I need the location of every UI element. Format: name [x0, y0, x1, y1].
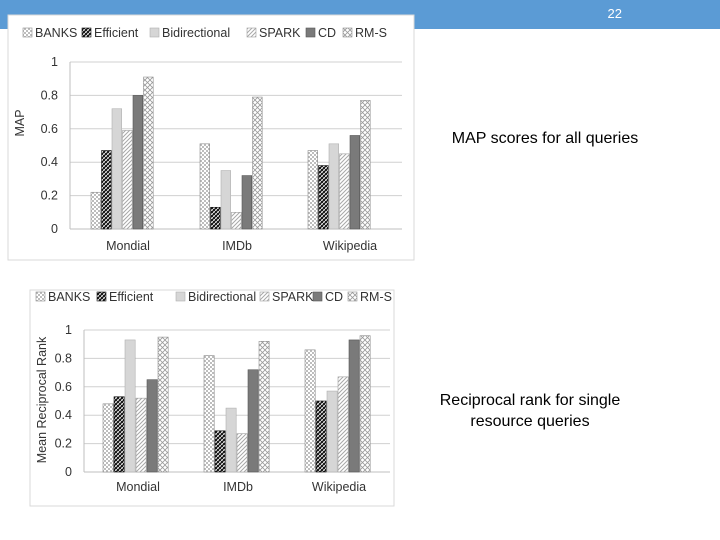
- y-tick-label: 0.4: [55, 408, 72, 422]
- chart-1: 0 0.2 0.4 0.6 0.8 1 MAP BANKS Efficient Bidirecti…: [7, 14, 415, 261]
- legend-entry: Bidirectional: [162, 26, 230, 40]
- bar: [225, 407, 237, 473]
- map-caption-text: MAP scores for all queries: [451, 130, 639, 147]
- legend-entry: Efficient: [94, 26, 139, 40]
- bar: [326, 390, 338, 473]
- bar: [146, 379, 158, 473]
- legend-entry: CD: [318, 26, 336, 40]
- legend-entry: BANKS: [35, 26, 77, 40]
- bar: [236, 433, 248, 473]
- bar: [315, 400, 327, 473]
- legend-swatch: [22, 27, 33, 38]
- category-label: IMDb: [223, 480, 253, 494]
- bar: [307, 150, 318, 230]
- legend-entry: SPARK: [272, 290, 314, 304]
- legend-swatch: [259, 291, 270, 302]
- y-tick-label: 1: [65, 323, 72, 337]
- y-tick-label: 0.8: [55, 351, 72, 365]
- legend-entry: RM-S: [355, 26, 387, 40]
- legend-entry: BANKS: [48, 290, 90, 304]
- bar: [101, 150, 112, 230]
- category-label: Wikipedia: [312, 480, 366, 494]
- y-tick-label: 0: [51, 222, 58, 236]
- category-label: Mondial: [106, 239, 150, 253]
- bar: [102, 403, 114, 473]
- bar: [124, 339, 136, 473]
- y-tick-label: 0.2: [55, 437, 72, 451]
- bar: [231, 212, 242, 230]
- bar: [203, 355, 215, 473]
- chart-2: 0 0.2 0.4 0.6 0.8 1 Mean Reciprocal Rank BANKS E…: [29, 289, 395, 507]
- rr-caption-line-2: resource queries: [470, 413, 590, 430]
- y-tick-label: 0.6: [55, 380, 72, 394]
- bar: [143, 76, 154, 230]
- legend-swatch: [175, 291, 186, 302]
- bar: [210, 206, 221, 230]
- bar: [90, 191, 101, 230]
- bar: [111, 108, 122, 230]
- legend-entry: Bidirectional: [188, 290, 256, 304]
- bar: [113, 396, 125, 473]
- bar: [199, 143, 210, 230]
- rr-caption: Reciprocal rank for single resource quer…: [410, 390, 650, 432]
- legend-swatch: [96, 291, 107, 302]
- category-label: Wikipedia: [323, 239, 377, 253]
- legend-swatch: [347, 291, 358, 302]
- bar: [359, 335, 371, 473]
- bar: [348, 339, 360, 473]
- legend-swatch: [246, 27, 257, 38]
- rr-caption-line-1: Reciprocal rank for single: [439, 392, 621, 409]
- bar: [318, 165, 329, 230]
- bar: [328, 143, 339, 230]
- legend-swatch: [305, 27, 316, 38]
- y-tick-label: 0.2: [41, 189, 58, 203]
- y-tick-label: 0.6: [41, 122, 58, 136]
- bar: [122, 130, 133, 230]
- bar: [252, 96, 263, 230]
- bar: [258, 341, 270, 473]
- y-axis-label: Mean Reciprocal Rank: [35, 336, 49, 463]
- legend-entry: RM-S: [360, 290, 392, 304]
- legend-entry: SPARK: [259, 26, 301, 40]
- legend-swatch: [312, 291, 323, 302]
- bar: [360, 100, 371, 230]
- y-tick-label: 0.8: [41, 88, 58, 102]
- bar: [337, 376, 349, 473]
- bar: [214, 430, 226, 473]
- y-tick-label: 1: [51, 55, 58, 69]
- legend-entry: CD: [325, 290, 343, 304]
- map-caption: MAP scores for all queries: [425, 128, 665, 149]
- bar: [241, 175, 252, 230]
- bar: [349, 135, 360, 230]
- legend-entry: Efficient: [109, 290, 154, 304]
- bar: [247, 369, 259, 473]
- category-label: IMDb: [222, 239, 252, 253]
- bar: [304, 349, 316, 473]
- legend-swatch: [149, 27, 160, 38]
- y-tick-label: 0.4: [41, 155, 58, 169]
- category-label: Mondial: [116, 480, 160, 494]
- bar: [135, 397, 147, 473]
- legend-swatch: [342, 27, 353, 38]
- y-tick-label: 0: [65, 465, 72, 479]
- slide-number: 22: [607, 6, 622, 21]
- bar: [220, 170, 231, 230]
- bar: [132, 95, 143, 230]
- legend-swatch: [35, 291, 46, 302]
- legend-swatch: [81, 27, 92, 38]
- bar: [157, 336, 169, 473]
- y-axis-label: MAP: [13, 109, 27, 136]
- bar: [339, 153, 350, 230]
